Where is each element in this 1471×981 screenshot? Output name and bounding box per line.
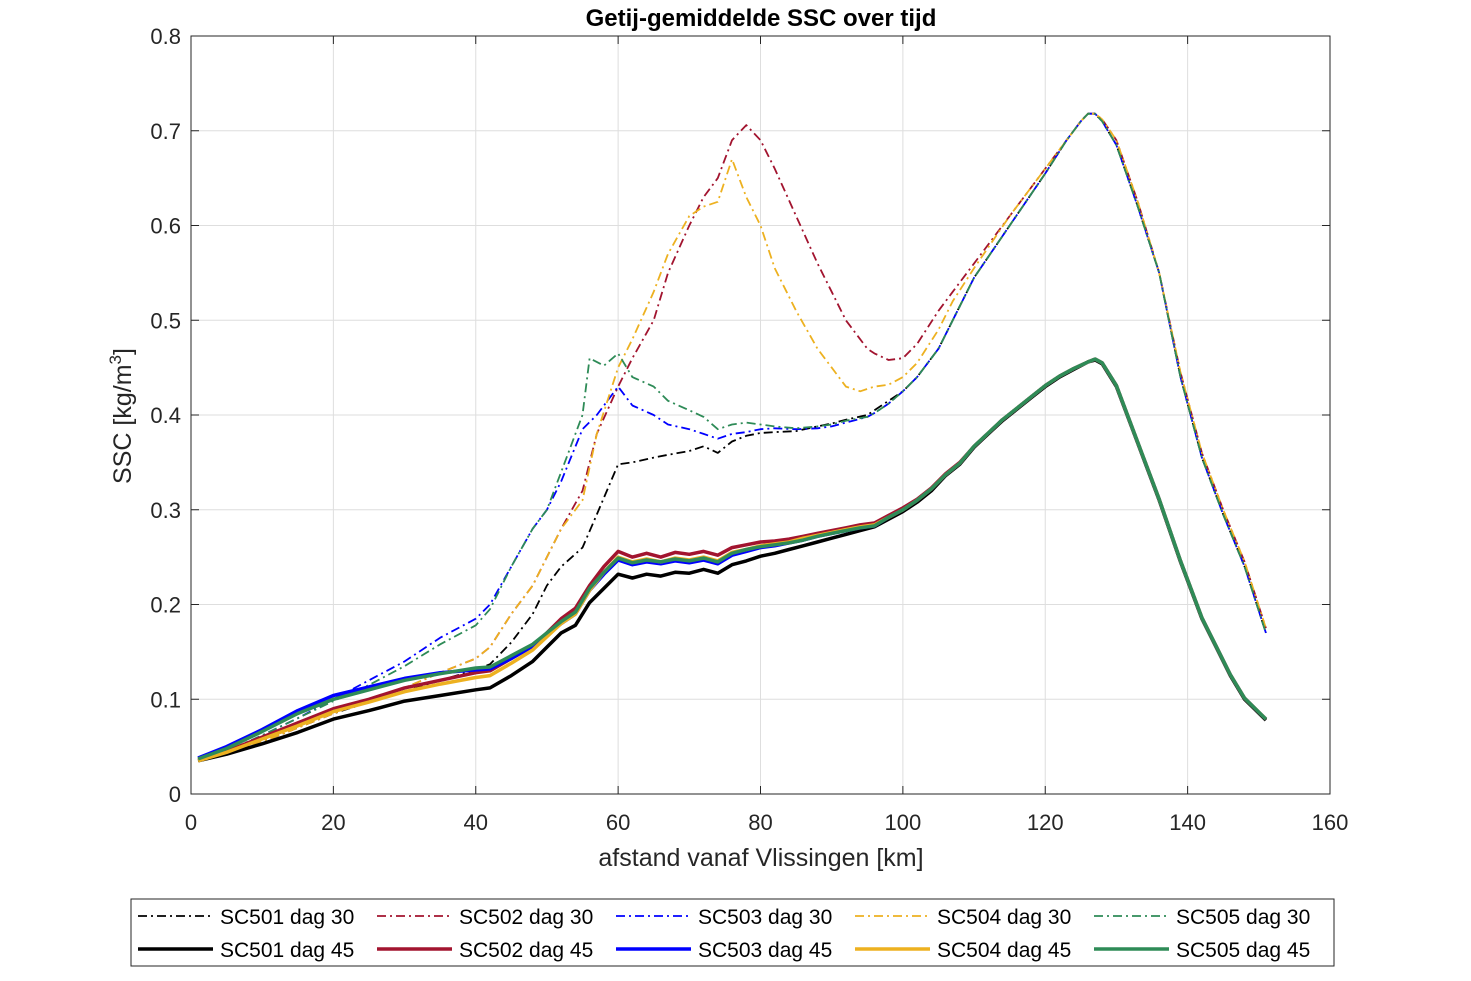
legend-label: SC501 dag 45	[220, 939, 354, 962]
series-line-sc502-dag-45	[197, 357, 1268, 762]
y-axis-label-main: SSC [kg/m	[109, 364, 137, 483]
x-tick-label: 80	[748, 810, 772, 835]
series-line-sc503-dag-45	[197, 357, 1268, 760]
series-line-sc501-dag-30	[197, 112, 1267, 762]
series-line-sc504-dag-30	[197, 112, 1267, 762]
legend: SC501 dag 30 SC502 dag 30 SC503 dag 30 SC50…	[130, 898, 1335, 967]
x-tick-label: 120	[1027, 810, 1064, 835]
grid-lines	[190, 35, 1331, 795]
y-tick-label: 0.8	[150, 24, 181, 49]
x-tick-label: 20	[321, 810, 345, 835]
y-axis-label: SSC [kg/m3]	[106, 348, 137, 484]
x-tick-label: 140	[1169, 810, 1206, 835]
legend-box	[130, 898, 1335, 967]
y-tick-label: 0.7	[150, 119, 181, 144]
y-tick-label: 0	[169, 782, 181, 807]
x-tick-label: 100	[885, 810, 922, 835]
legend-label: SC505 dag 30	[1176, 906, 1310, 929]
series-line-sc505-dag-45	[197, 357, 1268, 761]
x-axis-label: afstand vanaf Vlissingen [km]	[598, 844, 923, 872]
legend-label: SC503 dag 30	[698, 906, 832, 929]
x-tick-label: 60	[606, 810, 630, 835]
legend-label: SC505 dag 45	[1176, 939, 1310, 962]
x-tick-label: 0	[185, 810, 197, 835]
legend-label: SC504 dag 30	[937, 906, 1071, 929]
series-line-sc502-dag-30	[197, 112, 1267, 762]
legend-label: SC501 dag 30	[220, 906, 354, 929]
y-tick-label: 0.1	[150, 687, 181, 712]
series-lines	[197, 112, 1268, 763]
y-tick-label: 0.6	[150, 214, 181, 239]
chart-title: Getij-gemiddelde SSC over tijd	[586, 5, 937, 32]
legend-label: SC502 dag 45	[459, 939, 593, 962]
legend-label: SC503 dag 45	[698, 939, 832, 962]
x-tick-label: 40	[464, 810, 488, 835]
y-tick-label: 0.4	[150, 403, 181, 428]
y-tick-label: 0.3	[150, 498, 181, 523]
axis-ticks: 0 20 40 60 80 100 120 140 160 0 0.1 0.2 0.3 0.4 0.5 0.6…	[150, 24, 1348, 835]
series-line-sc505-dag-30	[197, 112, 1267, 762]
legend-label: SC502 dag 30	[459, 906, 593, 929]
legend-label: SC504 dag 45	[937, 939, 1071, 962]
x-tick-label: 160	[1312, 810, 1349, 835]
y-axis-label-close: ]	[109, 348, 137, 355]
y-tick-label: 0.2	[150, 593, 181, 618]
series-line-sc503-dag-30	[197, 112, 1267, 762]
y-axis-label-superscript: 3	[106, 355, 125, 364]
y-tick-label: 0.5	[150, 308, 181, 333]
